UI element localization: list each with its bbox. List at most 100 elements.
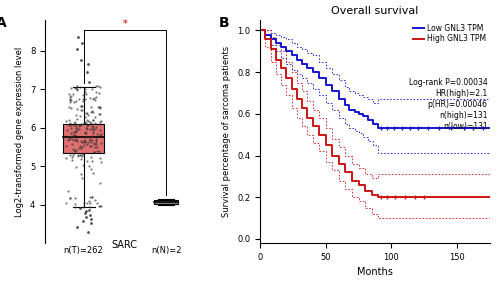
Point	[88, 138, 96, 142]
Point	[86, 96, 94, 100]
Point	[82, 141, 90, 146]
Point	[86, 195, 94, 200]
Point	[94, 105, 102, 109]
Point	[96, 119, 104, 124]
Point	[78, 41, 86, 45]
Point	[84, 140, 92, 144]
Point	[97, 119, 105, 124]
Point	[90, 171, 98, 176]
Point	[85, 79, 93, 84]
Point	[71, 86, 79, 90]
Point	[72, 225, 80, 229]
Text: Log-rank P=0.00034
HR(high)=2.1
p(HR)=0.00046
n(high)=131
n(low)=131: Log-rank P=0.00034 HR(high)=2.1 p(HR)=0.…	[409, 78, 488, 132]
Point	[96, 132, 104, 136]
Point	[72, 86, 80, 90]
Point	[76, 114, 84, 118]
Point	[94, 131, 102, 136]
Point	[78, 139, 86, 144]
Text: A: A	[0, 15, 6, 29]
Point	[70, 138, 78, 142]
Point	[94, 105, 102, 110]
Point	[82, 126, 90, 130]
Point	[88, 120, 96, 125]
Point	[90, 96, 98, 100]
Bar	[62, 124, 104, 153]
Point	[89, 125, 97, 129]
Point	[78, 152, 86, 156]
Point	[68, 147, 76, 152]
Point	[82, 209, 90, 213]
Point	[82, 130, 90, 135]
Point	[83, 159, 91, 164]
Text: B: B	[218, 15, 229, 29]
Point	[66, 196, 74, 201]
Point	[66, 121, 74, 125]
Point	[77, 153, 85, 158]
Point	[78, 219, 86, 223]
Point	[78, 108, 86, 112]
Point	[97, 204, 105, 209]
Point	[72, 164, 80, 169]
Point	[96, 156, 104, 160]
Point	[66, 106, 74, 110]
Point	[76, 146, 84, 150]
Point	[88, 195, 96, 199]
Point	[71, 205, 79, 210]
Point	[67, 97, 75, 102]
Point	[76, 122, 84, 127]
Point	[90, 127, 98, 132]
Point	[80, 120, 88, 125]
Point	[75, 126, 83, 131]
Point	[88, 126, 96, 131]
Point	[91, 198, 99, 203]
Point	[62, 156, 70, 160]
Point	[92, 90, 100, 95]
Point	[70, 130, 78, 134]
Point	[82, 131, 90, 136]
Point	[88, 87, 96, 91]
Point	[80, 97, 88, 102]
Point	[96, 112, 104, 116]
Point	[72, 148, 80, 152]
Point	[80, 120, 88, 124]
Point	[76, 122, 84, 126]
Point	[87, 140, 95, 144]
Point	[89, 110, 97, 114]
Point	[66, 105, 74, 109]
Point	[67, 130, 75, 135]
Legend: Low GNL3 TPM, High GNL3 TPM: Low GNL3 TPM, High GNL3 TPM	[412, 24, 486, 43]
Point	[88, 109, 96, 114]
Point	[84, 119, 92, 124]
Point	[66, 85, 74, 90]
Y-axis label: Survival percentage of sarcoma patients: Survival percentage of sarcoma patients	[222, 46, 232, 217]
Point	[66, 196, 74, 200]
Point	[86, 137, 94, 142]
Point	[66, 96, 74, 101]
Point	[68, 94, 76, 98]
Point	[93, 145, 101, 150]
Point	[88, 155, 96, 159]
Point	[87, 221, 95, 225]
Point	[73, 84, 81, 88]
Point	[62, 200, 70, 205]
Point	[82, 90, 90, 94]
Point	[66, 95, 74, 99]
Point	[76, 123, 84, 128]
Point	[76, 144, 84, 149]
Point	[67, 126, 75, 130]
Point	[73, 87, 81, 91]
Point	[93, 201, 101, 206]
Point	[82, 118, 90, 122]
Point	[92, 94, 100, 99]
Point	[88, 195, 96, 199]
Point	[89, 118, 97, 122]
Point	[65, 92, 73, 96]
Point	[80, 121, 88, 126]
Point	[69, 92, 77, 97]
Point	[70, 151, 78, 156]
Point	[70, 195, 78, 200]
Point	[96, 180, 104, 185]
Point	[64, 188, 72, 193]
Point	[90, 150, 98, 154]
Point	[82, 201, 90, 206]
